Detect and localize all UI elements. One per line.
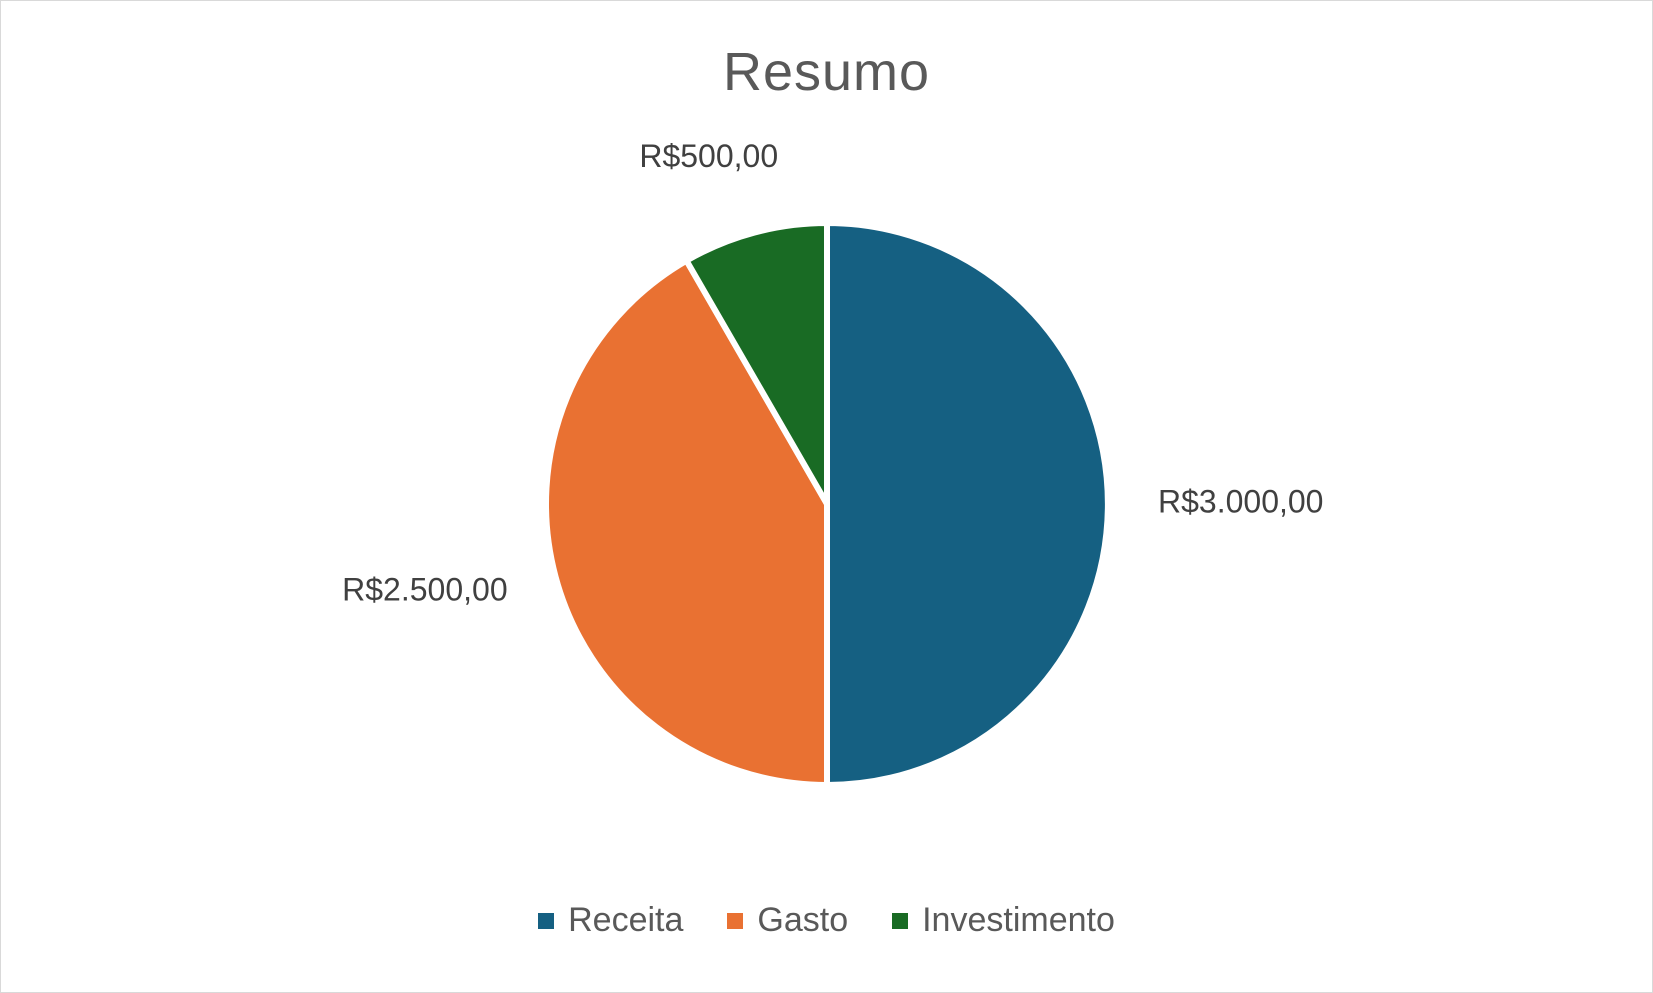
data-label-receita: R$3.000,00: [1158, 483, 1323, 519]
legend-entry-investimento: Investimento: [892, 901, 1115, 940]
pie-slice-investimento: [683, 220, 830, 507]
pie-slice-gasto: [543, 257, 830, 788]
legend-label-receita: Receita: [568, 901, 684, 939]
legend-label-investimento: Investimento: [922, 901, 1115, 939]
pie-slice-receita: [824, 220, 1111, 788]
legend-label-gasto: Gasto: [757, 901, 849, 939]
legend-swatch-receita: [538, 912, 555, 929]
legend-swatch-gasto: [727, 912, 744, 929]
legend-entry-gasto: Gasto: [727, 901, 848, 940]
data-label-investimento: R$500,00: [639, 138, 778, 174]
chart-title: Resumo: [722, 42, 931, 102]
legend-swatch-investimento: [892, 912, 909, 929]
legend-entry-receita: Receita: [538, 901, 683, 940]
data-label-gasto: R$2.500,00: [342, 572, 507, 608]
legend: Receita Gasto Investimento: [1, 901, 1652, 940]
